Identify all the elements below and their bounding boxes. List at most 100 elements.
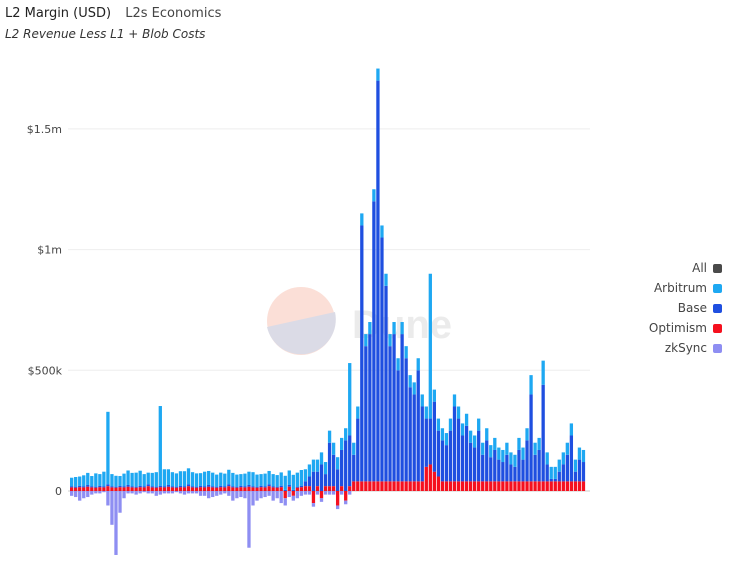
bar-zksync[interactable] — [166, 491, 171, 494]
legend-item-all[interactable]: All — [649, 258, 722, 278]
bar-base[interactable] — [223, 486, 227, 488]
bar-base[interactable] — [376, 80, 380, 482]
bar-base[interactable] — [82, 486, 86, 488]
bar-arbitrum[interactable] — [392, 322, 396, 335]
bar-arbitrum[interactable] — [356, 406, 360, 419]
bar-base[interactable] — [122, 486, 126, 488]
bar-base[interactable] — [581, 462, 586, 482]
bar-optimism[interactable] — [348, 486, 352, 491]
bar-optimism[interactable] — [114, 487, 118, 491]
bar-zksync[interactable] — [299, 491, 304, 496]
bar-optimism[interactable] — [130, 487, 134, 491]
bar-arbitrum[interactable] — [513, 454, 517, 467]
bar-base[interactable] — [424, 418, 428, 467]
bar-zksync[interactable] — [102, 491, 106, 493]
bar-arbitrum[interactable] — [291, 474, 295, 490]
bar-base[interactable] — [537, 449, 541, 482]
bar-optimism[interactable] — [231, 487, 235, 491]
bar-optimism[interactable] — [400, 481, 404, 491]
bar-arbitrum[interactable] — [207, 470, 211, 485]
bar-base[interactable] — [259, 485, 263, 488]
bar-base[interactable] — [70, 486, 74, 488]
bar-base[interactable] — [190, 486, 195, 488]
bar-arbitrum[interactable] — [106, 411, 110, 485]
bar-base[interactable] — [501, 462, 505, 482]
bar-optimism[interactable] — [388, 481, 392, 491]
bar-optimism[interactable] — [291, 491, 295, 496]
bar-base[interactable] — [327, 442, 332, 487]
bar-zksync[interactable] — [243, 491, 247, 499]
bar-base[interactable] — [331, 454, 336, 487]
bar-arbitrum[interactable] — [327, 430, 332, 443]
bar-base[interactable] — [291, 489, 295, 491]
bar-zksync[interactable] — [138, 491, 142, 494]
bar-optimism[interactable] — [456, 481, 461, 491]
bar-optimism[interactable] — [194, 487, 199, 491]
bar-base[interactable] — [533, 454, 537, 482]
bar-arbitrum[interactable] — [178, 471, 183, 486]
bar-optimism[interactable] — [295, 487, 299, 491]
bar-base[interactable] — [311, 471, 316, 491]
bar-optimism[interactable] — [94, 487, 98, 491]
bar-base[interactable] — [110, 486, 114, 488]
bar-base[interactable] — [126, 484, 130, 487]
bar-arbitrum[interactable] — [348, 363, 352, 436]
bar-arbitrum[interactable] — [190, 472, 195, 487]
bar-optimism[interactable] — [577, 481, 582, 491]
bar-base[interactable] — [340, 449, 344, 487]
bar-optimism[interactable] — [227, 486, 231, 491]
bar-zksync[interactable] — [198, 491, 203, 496]
bar-base[interactable] — [90, 486, 94, 488]
bar-arbitrum[interactable] — [231, 472, 235, 487]
bar-optimism[interactable] — [243, 487, 247, 491]
bar-arbitrum[interactable] — [424, 406, 428, 419]
bar-zksync[interactable] — [130, 491, 134, 494]
bar-optimism[interactable] — [235, 487, 239, 491]
bar-arbitrum[interactable] — [501, 449, 505, 463]
bar-base[interactable] — [352, 454, 356, 482]
bar-zksync[interactable] — [271, 491, 275, 501]
bar-zksync[interactable] — [134, 491, 138, 495]
bar-arbitrum[interactable] — [577, 447, 582, 460]
bar-optimism[interactable] — [557, 481, 561, 491]
bar-arbitrum[interactable] — [473, 435, 477, 448]
bar-arbitrum[interactable] — [489, 445, 493, 458]
bar-base[interactable] — [295, 486, 299, 488]
bar-zksync[interactable] — [315, 491, 320, 495]
bar-arbitrum[interactable] — [114, 475, 118, 487]
bar-zksync[interactable] — [255, 491, 259, 501]
bar-base[interactable] — [215, 486, 219, 488]
bar-base[interactable] — [227, 484, 231, 487]
bar-zksync[interactable] — [231, 491, 235, 501]
bar-base[interactable] — [170, 486, 175, 488]
bar-arbitrum[interactable] — [408, 375, 412, 388]
bar-optimism[interactable] — [90, 487, 94, 491]
bar-base[interactable] — [440, 440, 445, 482]
bar-zksync[interactable] — [70, 491, 74, 496]
bar-optimism[interactable] — [118, 487, 122, 491]
bar-base[interactable] — [307, 476, 312, 487]
bar-zksync[interactable] — [340, 491, 344, 495]
bar-optimism[interactable] — [319, 491, 324, 499]
bar-optimism[interactable] — [460, 481, 465, 491]
bar-arbitrum[interactable] — [166, 469, 171, 485]
bar-base[interactable] — [134, 486, 138, 488]
bar-zksync[interactable] — [319, 498, 324, 502]
bar-optimism[interactable] — [170, 487, 175, 491]
bar-zksync[interactable] — [223, 491, 227, 494]
bar-optimism[interactable] — [303, 486, 308, 491]
bar-arbitrum[interactable] — [557, 459, 561, 472]
bar-base[interactable] — [356, 418, 360, 482]
bar-arbitrum[interactable] — [295, 472, 299, 487]
bar-zksync[interactable] — [106, 491, 110, 506]
bar-base[interactable] — [323, 474, 328, 487]
bar-base[interactable] — [243, 486, 247, 488]
bar-arbitrum[interactable] — [186, 468, 191, 485]
legend-item-optimism[interactable]: Optimism — [649, 318, 722, 338]
bar-zksync[interactable] — [348, 491, 352, 495]
bar-arbitrum[interactable] — [581, 449, 586, 463]
bar-arbitrum[interactable] — [352, 442, 356, 455]
bar-base[interactable] — [444, 445, 449, 482]
bar-zksync[interactable] — [303, 491, 308, 495]
bar-base[interactable] — [456, 418, 461, 482]
